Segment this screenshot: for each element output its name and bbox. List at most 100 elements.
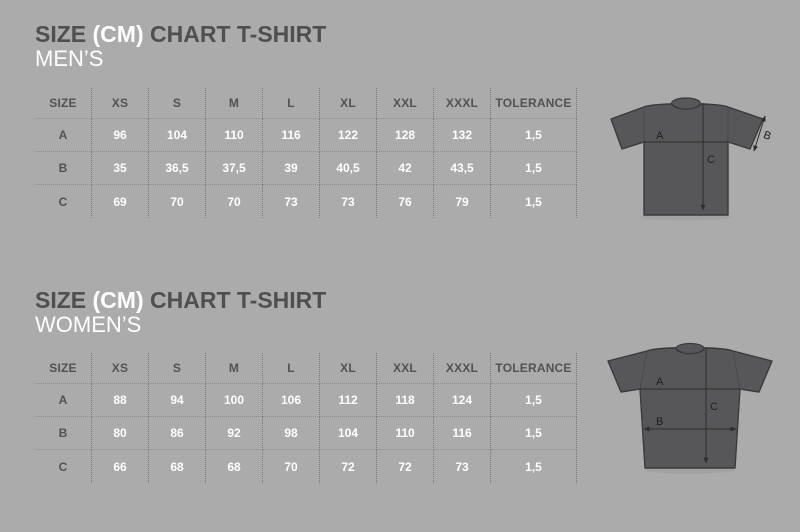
table-cell: 70 bbox=[149, 185, 206, 218]
table-cell: 70 bbox=[206, 185, 263, 218]
table-cell: 70 bbox=[263, 450, 320, 483]
table-cell: 110 bbox=[206, 119, 263, 152]
collar-front bbox=[671, 103, 701, 110]
table-cell: 36,5 bbox=[149, 152, 206, 185]
table-cell: 116 bbox=[434, 417, 491, 450]
table-cell: 86 bbox=[149, 417, 206, 450]
table-cell: 73 bbox=[434, 450, 491, 483]
column-header: L bbox=[263, 88, 320, 119]
table-cell: 96 bbox=[92, 119, 149, 152]
table-cell: 72 bbox=[320, 450, 377, 483]
table-cell: 104 bbox=[320, 417, 377, 450]
column-header: TOLERANCE bbox=[491, 88, 577, 119]
row-label: B bbox=[35, 152, 92, 185]
mens-tshirt-diagram: A C B bbox=[610, 97, 773, 221]
sleeve-seam-left bbox=[639, 350, 648, 390]
table-cell: 39 bbox=[263, 152, 320, 185]
page-title: SIZE (CM) CHART T-SHIRT bbox=[35, 22, 326, 46]
column-header: M bbox=[206, 88, 263, 119]
row-label: A bbox=[35, 119, 92, 152]
column-header: XL bbox=[320, 353, 377, 384]
table-cell: 69 bbox=[92, 185, 149, 218]
table-cell: 98 bbox=[263, 417, 320, 450]
label-a: A bbox=[656, 130, 664, 142]
table-cell: 100 bbox=[206, 384, 263, 417]
table-cell: 72 bbox=[377, 450, 434, 483]
row-label: C bbox=[35, 185, 92, 218]
womens-size-table: SIZE XS S M L XL XXL XXXL TOLERANCE A 88… bbox=[35, 353, 577, 483]
table-cell: 132 bbox=[434, 119, 491, 152]
page-title: SIZE (CM) CHART T-SHIRT bbox=[35, 288, 326, 312]
table-cell: 80 bbox=[92, 417, 149, 450]
table-cell: 94 bbox=[149, 384, 206, 417]
sleeve-seam-right bbox=[732, 350, 741, 390]
row-label: C bbox=[35, 450, 92, 483]
column-header: XXL bbox=[377, 88, 434, 119]
title-cm: (CM) bbox=[92, 287, 144, 313]
table-cell: 66 bbox=[92, 450, 149, 483]
column-header: TOLERANCE bbox=[491, 353, 577, 384]
section-subtitle: WOMEN’S bbox=[35, 312, 142, 337]
label-b: B bbox=[762, 129, 773, 143]
table-cell: 112 bbox=[320, 384, 377, 417]
table-cell: 35 bbox=[92, 152, 149, 185]
table-cell: 118 bbox=[377, 384, 434, 417]
mens-section: SIZE (CM) CHART T-SHIRT MEN’S SIZE XS S … bbox=[35, 22, 773, 221]
table-cell: 1,5 bbox=[491, 119, 577, 152]
table-cell: 68 bbox=[149, 450, 206, 483]
table-cell: 88 bbox=[92, 384, 149, 417]
table-cell: 40,5 bbox=[320, 152, 377, 185]
table-cell: 124 bbox=[434, 384, 491, 417]
column-header: S bbox=[149, 353, 206, 384]
table-cell: 42 bbox=[377, 152, 434, 185]
row-label: B bbox=[35, 417, 92, 450]
tshirt-body bbox=[607, 346, 773, 469]
collar-front bbox=[675, 348, 705, 355]
label-c: C bbox=[710, 401, 718, 413]
womens-tshirt-diagram: A C B bbox=[607, 342, 773, 474]
label-b: B bbox=[656, 416, 663, 428]
column-header: S bbox=[149, 88, 206, 119]
column-header: XS bbox=[92, 353, 149, 384]
tshirt-body bbox=[610, 102, 764, 216]
table-cell: 43,5 bbox=[434, 152, 491, 185]
column-header: XL bbox=[320, 88, 377, 119]
mens-size-table: SIZE XS S M L XL XXL XXXL TOLERANCE A 96… bbox=[35, 88, 577, 218]
sleeve-measure-b bbox=[753, 115, 766, 152]
column-header: XXXL bbox=[434, 353, 491, 384]
table-cell: 73 bbox=[263, 185, 320, 218]
column-header: XS bbox=[92, 88, 149, 119]
label-a: A bbox=[656, 376, 664, 388]
table-cell: 106 bbox=[263, 384, 320, 417]
table-cell: 92 bbox=[206, 417, 263, 450]
title-lead: SIZE bbox=[35, 21, 87, 47]
table-cell: 73 bbox=[320, 185, 377, 218]
column-header: SIZE bbox=[35, 88, 92, 119]
row-label: A bbox=[35, 384, 92, 417]
section-subtitle: MEN’S bbox=[35, 46, 104, 71]
column-header: SIZE bbox=[35, 353, 92, 384]
column-header: XXXL bbox=[434, 88, 491, 119]
table-cell: 79 bbox=[434, 185, 491, 218]
table-cell: 128 bbox=[377, 119, 434, 152]
womens-section: SIZE (CM) CHART T-SHIRT WOMEN’S SIZE XS … bbox=[0, 266, 800, 532]
table-cell: 37,5 bbox=[206, 152, 263, 185]
title-rest: CHART T-SHIRT bbox=[150, 287, 327, 313]
table-cell: 76 bbox=[377, 185, 434, 218]
column-header: L bbox=[263, 353, 320, 384]
title-rest: CHART T-SHIRT bbox=[150, 21, 327, 47]
table-cell: 1,5 bbox=[491, 450, 577, 483]
title-lead: SIZE bbox=[35, 287, 87, 313]
table-cell: 1,5 bbox=[491, 185, 577, 218]
table-cell: 1,5 bbox=[491, 417, 577, 450]
label-c: C bbox=[707, 154, 715, 166]
table-cell: 122 bbox=[320, 119, 377, 152]
table-cell: 1,5 bbox=[491, 384, 577, 417]
title-cm: (CM) bbox=[92, 21, 144, 47]
table-cell: 68 bbox=[206, 450, 263, 483]
table-cell: 116 bbox=[263, 119, 320, 152]
column-header: XXL bbox=[377, 353, 434, 384]
table-cell: 104 bbox=[149, 119, 206, 152]
column-header: M bbox=[206, 353, 263, 384]
table-cell: 110 bbox=[377, 417, 434, 450]
